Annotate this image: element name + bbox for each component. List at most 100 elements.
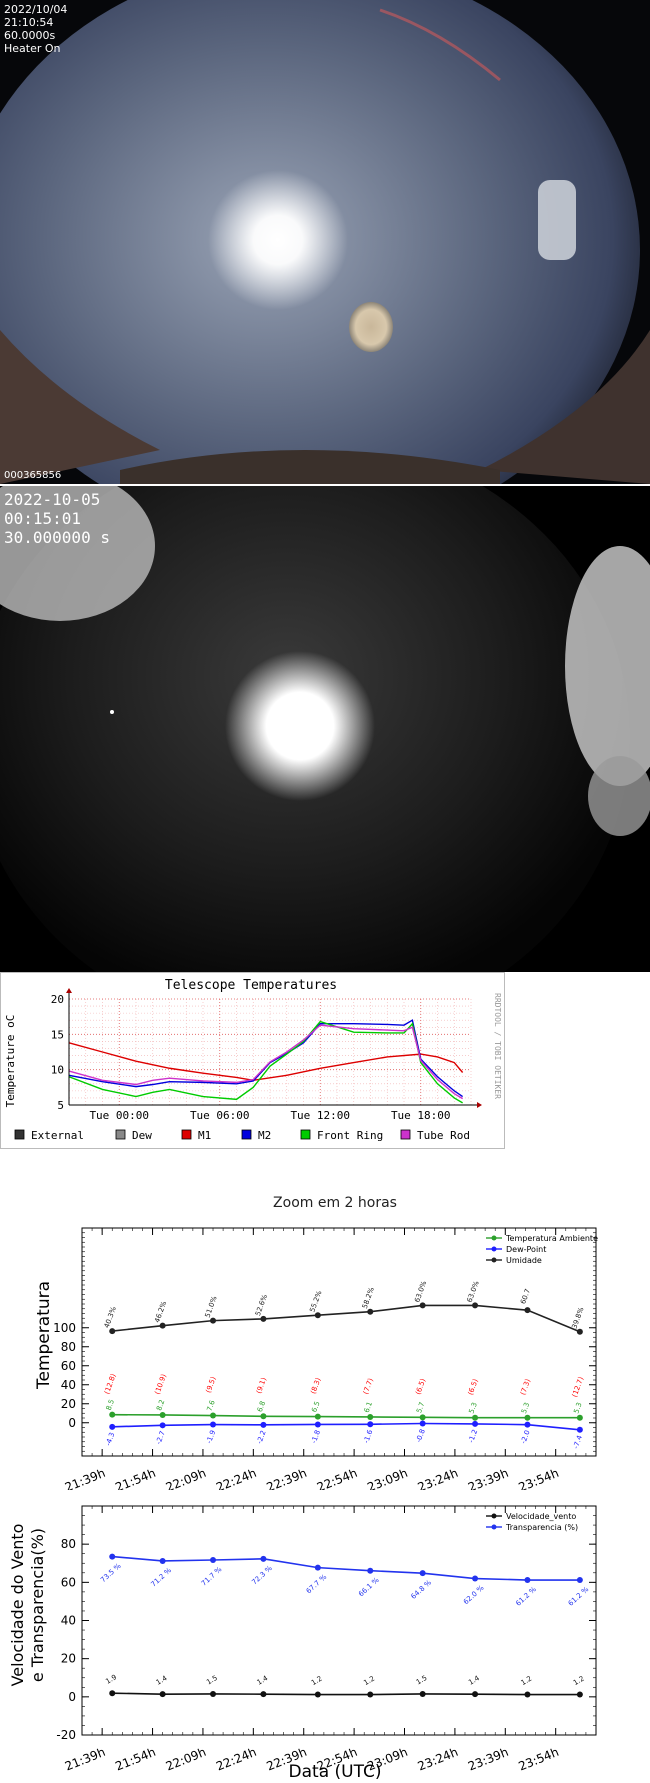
camera1-time: 21:10:54 <box>4 16 54 29</box>
data-point-transp <box>260 1555 267 1562</box>
x-tick-label: 21:39h <box>63 1466 107 1490</box>
data-label-umidade: 58.2% <box>361 1286 376 1310</box>
watermark: RRDTOOL / TOBI OETIKER <box>493 993 502 1099</box>
x-tick-label: 23:24h <box>416 1745 460 1774</box>
chart-title: Telescope Temperatures <box>165 978 337 993</box>
y-axis-arrow <box>66 988 72 993</box>
data-point-transp <box>576 1577 583 1584</box>
legend-swatch-m2 <box>241 1129 252 1140</box>
data-point-transp <box>472 1575 479 1582</box>
data-label-transp: 61.2 % <box>514 1585 538 1608</box>
data-label-dewdiff: (10.9) <box>153 1373 168 1396</box>
legend-marker-transp <box>491 1524 497 1530</box>
data-point-dew_point <box>419 1420 426 1427</box>
y-tick-label: 80 <box>61 1537 76 1551</box>
data-label-temp_amb: 8.2 <box>155 1399 166 1412</box>
legend-label-m1: M1 <box>198 1129 211 1142</box>
data-label-vento: 1.2 <box>362 1675 376 1687</box>
x-tick-label: 22:09h <box>164 1745 208 1774</box>
y-tick-label: -20 <box>56 1728 76 1742</box>
x-axis-label: Data (UTC) <box>289 1762 382 1782</box>
data-point-temp_amb <box>367 1413 374 1420</box>
data-point-vento <box>419 1690 426 1697</box>
sky-image-2 <box>0 486 650 972</box>
data-point-umidade <box>109 1328 116 1335</box>
legend-swatch-m1 <box>181 1129 192 1140</box>
legend-label-umidade: Umidade <box>506 1256 542 1265</box>
data-label-dewdiff: (8.3) <box>309 1376 322 1395</box>
x-tick-label: 23:39h <box>466 1466 510 1490</box>
data-label-umidade: 52.6% <box>254 1293 269 1317</box>
x-tick-label: 22:54h <box>315 1466 359 1490</box>
data-label-umidade: 63.0% <box>413 1280 428 1304</box>
series-line-vento <box>112 1692 580 1696</box>
data-label-transp: 64.8 % <box>410 1578 434 1601</box>
data-label-transp: 71.7 % <box>200 1565 224 1588</box>
x-tick-label: 23:24h <box>416 1466 460 1490</box>
legend-label-m2: M2 <box>258 1129 271 1142</box>
data-point-transp <box>524 1577 531 1584</box>
data-label-temp_amb: 6.5 <box>310 1400 321 1413</box>
legend-label-front_ring: Front Ring <box>317 1129 383 1142</box>
data-label-dewdiff: (12.8) <box>103 1372 118 1395</box>
data-label-dewdiff: (6.5) <box>414 1377 427 1396</box>
legend-label-vento: Velocidade_vento <box>506 1512 576 1521</box>
legend-swatch-tube_rod <box>400 1129 411 1140</box>
y-tick-label: 20 <box>61 1397 76 1411</box>
all-sky-camera-1: 2022/10/04 21:10:54 60.0000s Heater On 0… <box>0 0 650 484</box>
data-label-vento: 1.2 <box>520 1675 534 1687</box>
data-point-temp_amb <box>210 1412 217 1419</box>
data-point-umidade <box>524 1307 531 1314</box>
data-label-dew_point: -1.8 <box>310 1429 322 1445</box>
legend-marker-temp_amb <box>491 1235 497 1241</box>
data-label-temp_amb: 6.8 <box>256 1400 267 1413</box>
data-point-transp <box>159 1557 166 1564</box>
data-point-dew_point <box>576 1426 583 1433</box>
series-line-transp <box>112 1555 580 1581</box>
data-label-transp: 67.7 % <box>305 1573 329 1596</box>
data-label-dewdiff: (9.1) <box>255 1376 268 1395</box>
data-point-temp_amb <box>419 1414 426 1421</box>
data-point-umidade <box>367 1308 374 1315</box>
data-label-vento: 1.5 <box>415 1674 429 1686</box>
data-label-umidade: 63.0% <box>466 1280 481 1304</box>
data-point-vento <box>472 1691 479 1698</box>
legend-swatch-front_ring <box>300 1129 311 1140</box>
chart-title: Zoom em 2 horas <box>273 1195 397 1211</box>
data-point-dew_point <box>472 1420 479 1427</box>
data-point-umidade <box>210 1317 217 1324</box>
data-label-dewdiff: (6.5) <box>467 1378 480 1397</box>
data-label-temp_amb: 5.3 <box>520 1401 531 1414</box>
data-point-umidade <box>472 1302 479 1309</box>
legend-label-temp_amb: Temperatura Ambiente <box>505 1234 598 1243</box>
data-point-umidade <box>576 1328 583 1335</box>
legend-marker-umidade <box>491 1257 497 1263</box>
data-point-vento <box>314 1691 321 1698</box>
data-label-dewdiff: (12.7) <box>571 1376 586 1399</box>
data-point-umidade <box>314 1312 321 1319</box>
y-tick-label: 0 <box>68 1416 76 1430</box>
x-tick-label: 23:39h <box>466 1745 510 1774</box>
data-label-vento: 1.2 <box>310 1675 324 1687</box>
series-line-front_ring <box>68 1020 463 1104</box>
camera1-date: 2022/10/04 <box>4 3 68 16</box>
x-tick-label: 22:09h <box>164 1466 208 1490</box>
y-tick-label: 10 <box>51 1064 64 1077</box>
data-label-dew_point: -2.0 <box>519 1429 531 1445</box>
data-label-dew_point: -2.7 <box>155 1430 167 1446</box>
x-tick-label: Tue 00:00 <box>89 1109 149 1122</box>
y-tick-label: 40 <box>61 1378 76 1392</box>
legend-marker-vento <box>491 1513 497 1519</box>
data-point-dew_point <box>260 1421 267 1428</box>
zoom-temperature-chart: Zoom em 2 horas Temperatura 0 20 40 60 80 100… <box>34 1195 598 1490</box>
y-tick-label: 20 <box>51 993 64 1006</box>
y-tick-label: 40 <box>61 1614 76 1628</box>
data-label-vento: 1.2 <box>572 1675 586 1687</box>
data-point-temp_amb <box>524 1414 531 1421</box>
data-label-dew_point: -7.4 <box>572 1434 584 1450</box>
data-point-umidade <box>260 1315 267 1322</box>
legend-label-transp: Transparencia (%) <box>505 1523 578 1532</box>
x-tick-label: 23:54h <box>516 1466 560 1490</box>
series-line-temp_amb <box>112 1413 580 1419</box>
data-label-umidade: 51.0% <box>204 1295 219 1319</box>
